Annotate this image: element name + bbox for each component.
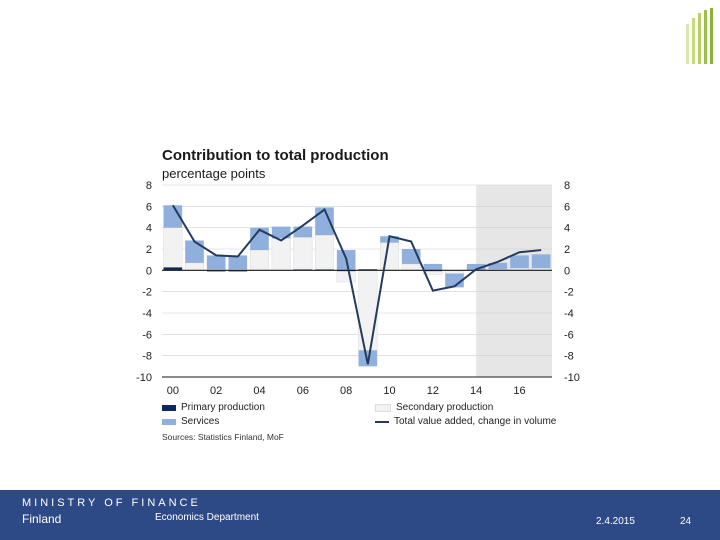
legend-primary: Primary production	[162, 402, 265, 413]
legend-secondary: Secondary production	[375, 402, 493, 413]
y-tick-label-right: 8	[564, 180, 570, 192]
y-tick-label-left: -10	[136, 372, 152, 384]
bar-services	[271, 226, 291, 239]
y-tick-label-right: -4	[564, 308, 574, 320]
legend-services-label: Services	[181, 416, 220, 427]
org-country: Finland	[22, 512, 62, 526]
x-tick-label: 04	[253, 385, 265, 397]
bar-services	[315, 207, 334, 236]
x-tick-label: 08	[340, 385, 352, 397]
bar-services	[163, 205, 183, 228]
bar-services	[185, 240, 204, 263]
bar-services	[466, 263, 486, 271]
legend-total: Total value added, change in volume	[375, 416, 556, 427]
bar-services	[228, 255, 248, 270]
bar-primary-production	[163, 267, 183, 271]
y-tick-label-left: -4	[142, 308, 152, 320]
y-tick-label-left: 8	[146, 180, 152, 192]
legend-secondary-label: Secondary production	[396, 402, 494, 413]
bar-secondary-production	[423, 271, 443, 275]
chart-title: Contribution to total production	[162, 147, 389, 164]
bar-secondary-production	[249, 249, 270, 271]
bar-secondary-production	[314, 234, 335, 270]
y-tick-label-left: 2	[146, 244, 152, 256]
x-tick-label: 10	[383, 385, 395, 397]
y-tick-label-left: 0	[146, 265, 152, 277]
date: 2.4.2015	[596, 516, 635, 527]
line-total-value-added	[171, 204, 542, 365]
x-tick-label: 06	[297, 385, 309, 397]
y-tick-label-right: 4	[564, 223, 570, 235]
legend-total-swatch	[375, 420, 389, 423]
bar-services	[250, 227, 269, 251]
y-tick-label-left: 6	[146, 201, 152, 213]
footer-bar	[0, 490, 720, 540]
bar-secondary-production	[184, 262, 205, 271]
logo-bars	[686, 8, 713, 64]
forecast-shade	[476, 185, 552, 377]
y-tick-label-left: -6	[142, 329, 152, 341]
x-tick-label: 02	[210, 385, 222, 397]
y-tick-label-right: -6	[564, 329, 574, 341]
y-tick-label-right: 6	[564, 201, 570, 213]
page-number: 24	[680, 516, 692, 527]
bar-services	[510, 255, 529, 269]
x-tick-label: 14	[470, 385, 482, 397]
bar-services	[531, 254, 551, 269]
legend-primary-swatch	[162, 404, 176, 411]
x-tick-label: 12	[427, 385, 439, 397]
bar-services	[206, 255, 226, 270]
y-tick-label-right: 0	[564, 265, 570, 277]
y-tick-label-left: -8	[142, 351, 152, 363]
chart-subtitle: percentage points	[162, 166, 266, 181]
org-name: MINISTRY OF FINANCE	[22, 497, 201, 509]
bar-secondary-production	[293, 237, 313, 270]
y-tick-label-right: -8	[564, 351, 574, 363]
legend-secondary-swatch	[375, 403, 391, 412]
x-tick-label: 16	[513, 385, 525, 397]
y-tick-label-left: 4	[146, 223, 152, 235]
legend-primary-label: Primary production	[181, 402, 265, 413]
bar-secondary-production	[163, 227, 183, 268]
y-tick-label-right: -10	[564, 372, 580, 384]
bar-services	[423, 263, 443, 271]
bar-secondary-production	[336, 271, 356, 283]
bar-services	[293, 226, 313, 238]
legend-services-swatch	[162, 418, 176, 425]
y-tick-label-left: -2	[142, 287, 152, 299]
y-tick-label-right: 2	[564, 244, 570, 256]
x-tick-label: 00	[167, 385, 179, 397]
legend-total-label: Total value added, change in volume	[394, 416, 557, 427]
bar-services	[488, 262, 508, 270]
bar-secondary-production	[271, 238, 291, 271]
bar-secondary-production	[401, 263, 421, 271]
department: Economics Department	[155, 512, 259, 523]
chart-sources: Sources: Statistics Finland, MoF	[162, 432, 284, 442]
bar-secondary-production	[358, 270, 378, 351]
bar-secondary-production	[379, 242, 400, 271]
legend-services: Services	[162, 416, 219, 427]
y-tick-label-right: -2	[564, 287, 574, 299]
